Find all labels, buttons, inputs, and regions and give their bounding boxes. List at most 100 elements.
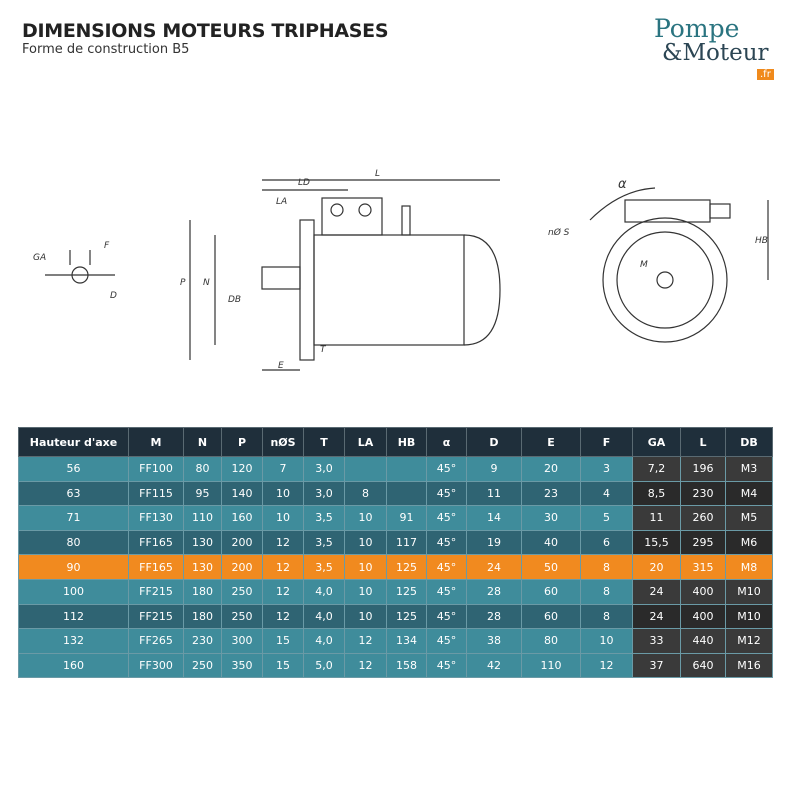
table-cell: 315 xyxy=(680,554,726,580)
table-cell: 7,2 xyxy=(632,456,681,482)
title: DIMENSIONS MOTEURS TRIPHASES xyxy=(22,20,389,42)
table-cell xyxy=(344,456,387,482)
logo-text: Pompe xyxy=(654,14,740,43)
table-cell: 140 xyxy=(221,480,263,507)
column-header: D xyxy=(466,427,522,457)
table-cell: 10 xyxy=(262,505,304,531)
table-cell: 10 xyxy=(580,628,633,654)
table-cell: 60 xyxy=(521,578,581,605)
table-cell: 8,5 xyxy=(632,480,681,507)
table-cell: 8 xyxy=(580,603,633,630)
table-cell: 3,0 xyxy=(303,480,345,507)
table-cell: 160 xyxy=(18,652,129,679)
table-cell: 3,0 xyxy=(303,456,345,482)
table-cell: M10 xyxy=(725,578,773,605)
table-row: 90 FF165 130 200 12 3,5 10 125 45° 24 50 8 20 315 M8 xyxy=(18,554,773,580)
table-cell: M3 xyxy=(725,456,773,482)
dim-label: F xyxy=(104,241,110,251)
dim-label: D xyxy=(110,291,117,301)
logo-text: &Moteur xyxy=(662,40,769,66)
table-cell: 112 xyxy=(18,603,129,630)
table-cell: 45° xyxy=(426,603,467,630)
dim-label: P xyxy=(180,278,186,288)
table-cell: 45° xyxy=(426,578,467,605)
table-cell: 132 xyxy=(18,628,129,654)
table-row: 112 FF215 180 250 12 4,0 10 125 45° 28 60 8 24 400 M10 xyxy=(18,603,773,630)
column-header: α xyxy=(426,427,467,457)
dim-label: GA xyxy=(33,253,46,263)
table-row: 100 FF215 180 250 12 4,0 10 125 45° 28 60 8 24 400 M10 xyxy=(18,578,773,605)
table-cell: 295 xyxy=(680,529,726,556)
table-cell: 180 xyxy=(183,578,222,605)
table-cell: FF215 xyxy=(128,603,184,630)
column-header: E xyxy=(521,427,581,457)
table-cell: 12 xyxy=(580,652,633,679)
table-cell: 95 xyxy=(183,480,222,507)
table-cell: 45° xyxy=(426,652,467,679)
table-cell: M5 xyxy=(725,505,773,531)
table-cell: 91 xyxy=(386,505,427,531)
table-cell: 4,0 xyxy=(303,578,345,605)
table-cell: 4,0 xyxy=(303,628,345,654)
table-cell: FF300 xyxy=(128,652,184,679)
table-cell: M16 xyxy=(725,652,773,679)
table-cell: 12 xyxy=(262,578,304,605)
column-header: T xyxy=(303,427,345,457)
table-cell: 24 xyxy=(466,554,522,580)
table-cell: 56 xyxy=(18,456,129,482)
table-cell: 50 xyxy=(521,554,581,580)
table-cell: M12 xyxy=(725,628,773,654)
table-cell: 10 xyxy=(344,529,387,556)
dim-label: α xyxy=(618,177,627,192)
table-cell: 5 xyxy=(580,505,633,531)
dim-label: L xyxy=(375,169,380,179)
column-header: HB xyxy=(386,427,427,457)
table-cell: 160 xyxy=(221,505,263,531)
table-cell: 30 xyxy=(521,505,581,531)
table-cell: 15,5 xyxy=(632,529,681,556)
table-cell: 4 xyxy=(580,480,633,507)
table-cell: 250 xyxy=(221,603,263,630)
dim-label: M xyxy=(640,260,648,270)
table-cell: 260 xyxy=(680,505,726,531)
table-cell: M6 xyxy=(725,529,773,556)
table-cell: 45° xyxy=(426,456,467,482)
table-cell: FF100 xyxy=(128,456,184,482)
table-cell: 350 xyxy=(221,652,263,679)
dim-label: E xyxy=(278,361,284,371)
table-cell: 440 xyxy=(680,628,726,654)
table-cell: 10 xyxy=(344,505,387,531)
subtitle: Forme de construction B5 xyxy=(22,42,190,57)
table-cell: 120 xyxy=(221,456,263,482)
table-cell: 230 xyxy=(680,480,726,507)
table-cell: 158 xyxy=(386,652,427,679)
table-row: 56 FF100 80 120 7 3,0 45° 9 20 3 7,2 196 M3 xyxy=(18,456,773,482)
table-cell: 45° xyxy=(426,480,467,507)
table-cell: 63 xyxy=(18,480,129,507)
diagram: L LD LA P N DB E T GA F D α nØ S HB M xyxy=(33,169,769,371)
table-cell: 10 xyxy=(344,554,387,580)
table-cell: FF215 xyxy=(128,578,184,605)
table-cell: 10 xyxy=(262,480,304,507)
table-row: 80 FF165 130 200 12 3,5 10 117 45° 19 40 6 15,5 295 M6 xyxy=(18,529,773,556)
table-cell: 200 xyxy=(221,529,263,556)
table-cell: 10 xyxy=(344,578,387,605)
table-cell: 80 xyxy=(183,456,222,482)
table-cell: 12 xyxy=(262,603,304,630)
table-cell: 110 xyxy=(183,505,222,531)
table-cell: 8 xyxy=(580,554,633,580)
table-cell: 24 xyxy=(632,578,681,605)
table-cell: FF265 xyxy=(128,628,184,654)
table-cell: 300 xyxy=(221,628,263,654)
column-header: P xyxy=(221,427,263,457)
column-header: L xyxy=(680,427,726,457)
table-cell: FF115 xyxy=(128,480,184,507)
table-cell: 15 xyxy=(262,628,304,654)
table-cell: 12 xyxy=(344,652,387,679)
table-cell: 20 xyxy=(632,554,681,580)
table-cell: 40 xyxy=(521,529,581,556)
table-cell: 42 xyxy=(466,652,522,679)
table-cell: 45° xyxy=(426,628,467,654)
column-header: Hauteur d'axe xyxy=(18,427,129,457)
